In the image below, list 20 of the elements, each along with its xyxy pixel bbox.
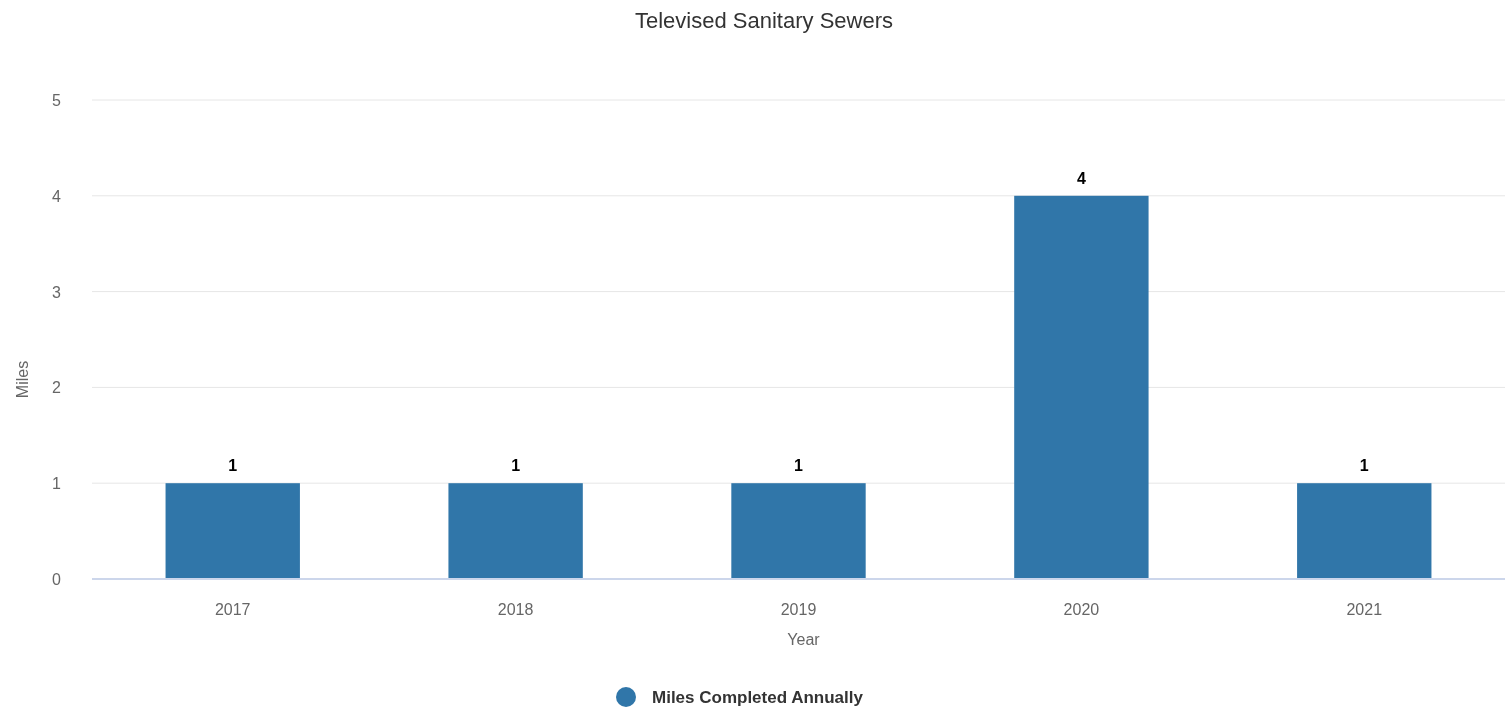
data-label: 1	[794, 457, 804, 475]
x-axis-title: Year	[787, 631, 821, 648]
y-tick-label: 4	[52, 187, 62, 205]
x-tick-label: 2020	[1063, 601, 1100, 618]
x-tick-label: 2017	[214, 601, 251, 618]
y-tick-label: 5	[52, 92, 62, 109]
x-tick-label: 2019	[780, 601, 817, 618]
y-tick-label: 0	[52, 571, 62, 588]
data-label: 1	[511, 457, 521, 475]
y-tick-label: 3	[52, 283, 62, 301]
x-tick-label: 2021	[1346, 601, 1383, 618]
y-tick-label: 1	[52, 475, 62, 493]
data-label: 1	[1359, 457, 1369, 475]
data-label: 4	[1076, 169, 1086, 187]
y-tick-label: 2	[52, 379, 62, 397]
data-label: 1	[228, 457, 238, 475]
y-axis-title: Miles	[14, 360, 31, 399]
chart-title: Televised Sanitary Sewers	[634, 8, 894, 33]
x-tick-label: 2018	[497, 601, 534, 618]
legend-label: Miles Completed Annually	[652, 688, 864, 707]
